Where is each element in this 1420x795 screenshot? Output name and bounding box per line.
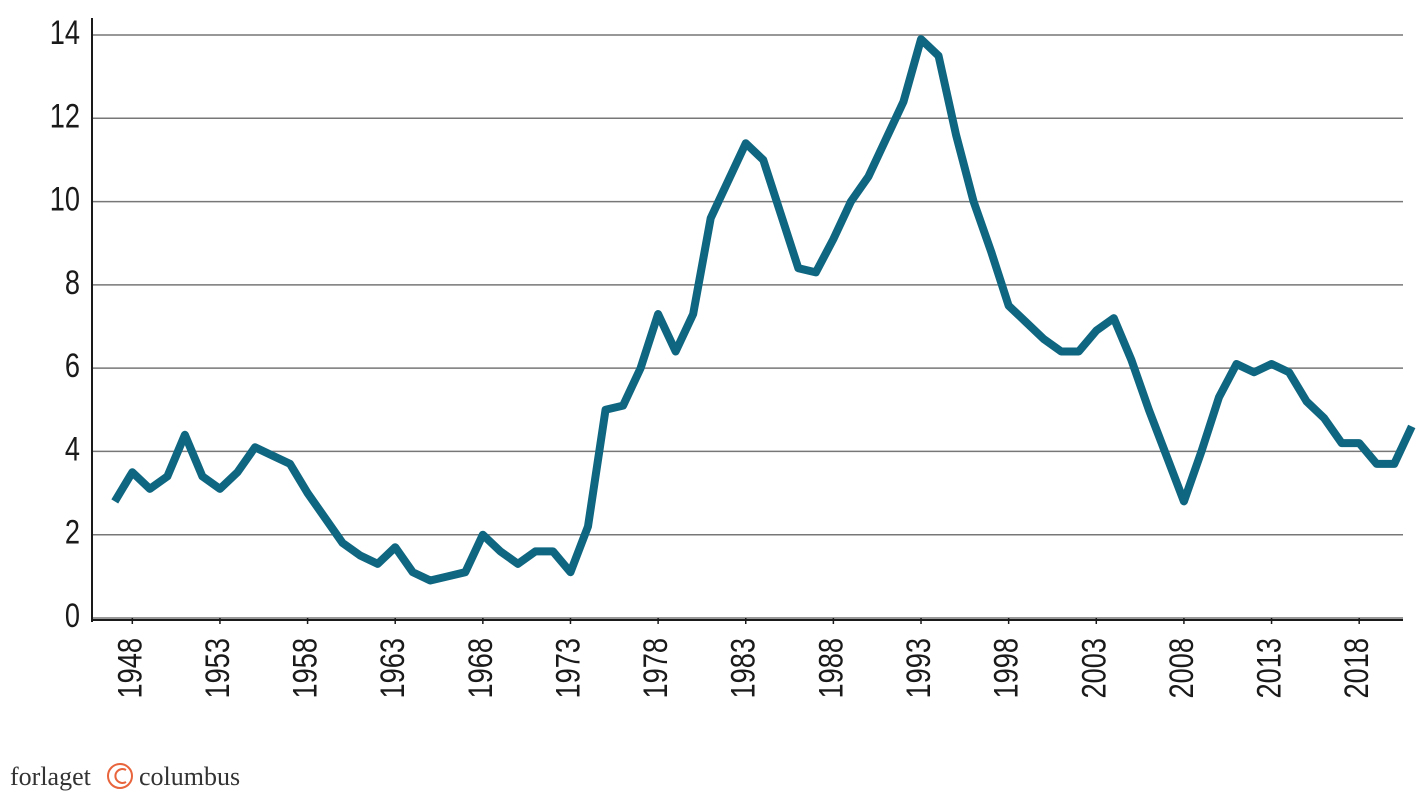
x-tick-label: 1958 xyxy=(286,638,325,698)
brand-left: forlaget xyxy=(10,762,92,791)
brand-right: columbus xyxy=(139,762,240,791)
y-tick-label: 0 xyxy=(65,596,80,635)
y-tick-label: 14 xyxy=(50,13,80,52)
x-tick-label: 2013 xyxy=(1250,638,1289,698)
x-tick-label: 1983 xyxy=(724,638,763,698)
x-tick-label: 1978 xyxy=(636,638,675,698)
data-line xyxy=(111,35,1416,585)
y-tick-label: 10 xyxy=(50,180,80,219)
x-tick-label: 1953 xyxy=(198,638,237,698)
y-tick-label: 4 xyxy=(65,429,80,468)
x-tick-label: 1968 xyxy=(461,638,500,698)
x-tick-label: 1948 xyxy=(110,638,149,698)
x-tick-label: 1993 xyxy=(899,638,938,698)
y-tick-label: 12 xyxy=(50,96,80,135)
x-tick-label: 2018 xyxy=(1337,638,1376,698)
logo-circle xyxy=(107,763,133,789)
x-tick-label: 2008 xyxy=(1162,638,1201,698)
y-tick-label: 8 xyxy=(65,263,80,302)
y-tick-label: 2 xyxy=(65,513,80,552)
y-tick-label: 6 xyxy=(65,346,80,385)
x-tick-label: 1963 xyxy=(373,638,412,698)
logo-c xyxy=(114,768,127,784)
x-tick-label: 1988 xyxy=(811,638,850,698)
x-tick-label: 1998 xyxy=(987,638,1026,698)
footer: forlaget columbus xyxy=(10,762,240,791)
x-tick-label: 1973 xyxy=(549,638,588,698)
x-tick-label: 2003 xyxy=(1074,638,1113,698)
